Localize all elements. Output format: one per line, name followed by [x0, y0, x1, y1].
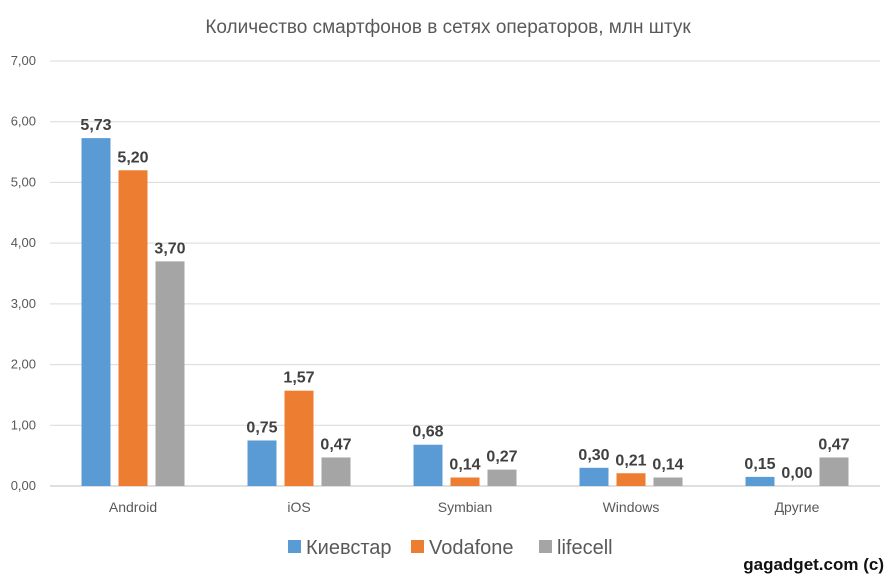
data-label: 0,68 — [412, 424, 443, 441]
legend-swatch — [288, 540, 301, 553]
bar-Vodafone-Symbian — [450, 477, 480, 486]
bar-lifecell-Windows — [653, 477, 683, 486]
bar-Vodafone-Windows — [616, 473, 646, 486]
legend-label: Киевстар — [306, 537, 392, 559]
chart-title: Количество смартфонов в сетях операторов… — [205, 17, 691, 38]
legend-label: Vodafone — [429, 537, 514, 559]
bar-Vodafone-iOS — [284, 390, 314, 486]
watermark: gagadget.com (c) — [743, 555, 884, 574]
bar-Киевстар-Windows — [579, 467, 609, 486]
bar-lifecell-iOS — [321, 457, 351, 486]
bar-Киевстар-iOS — [247, 440, 277, 486]
data-label: 3,70 — [154, 240, 185, 257]
y-tick-label: 2,00 — [11, 357, 36, 372]
y-tick-label: 5,00 — [11, 174, 36, 189]
x-tick-label: Symbian — [438, 499, 492, 515]
bar-lifecell-Другие — [819, 457, 849, 486]
data-label: 0,14 — [652, 457, 683, 474]
bar-lifecell-Symbian — [487, 469, 517, 486]
bar-Киевстар-Android — [81, 138, 111, 486]
data-label: 1,57 — [283, 370, 314, 387]
data-label: 0,47 — [818, 436, 849, 453]
y-tick-label: 6,00 — [11, 114, 36, 129]
data-label: 0,47 — [320, 436, 351, 453]
bar-Vodafone-Android — [118, 170, 148, 487]
data-label: 0,27 — [486, 449, 517, 466]
bar-lifecell-Android — [155, 261, 185, 486]
data-label: 0,21 — [615, 452, 646, 469]
data-label: 5,20 — [117, 149, 148, 166]
legend-swatch — [411, 540, 424, 553]
y-tick-label: 4,00 — [11, 235, 36, 250]
x-tick-label: Windows — [603, 499, 660, 515]
y-tick-label: 3,00 — [11, 296, 36, 311]
legend-swatch — [539, 540, 552, 553]
data-label: 0,30 — [578, 447, 609, 464]
bar-Киевстар-Другие — [745, 476, 775, 486]
data-label: 5,73 — [80, 117, 111, 134]
x-tick-label: Android — [109, 499, 157, 515]
data-label: 0,14 — [449, 457, 480, 474]
y-tick-label: 7,00 — [11, 53, 36, 68]
x-tick-label: iOS — [287, 499, 310, 515]
y-tick-label: 0,00 — [11, 478, 36, 493]
data-label: 0,15 — [744, 456, 775, 473]
legend-label: lifecell — [557, 537, 613, 559]
data-label: 0,75 — [246, 419, 277, 436]
data-label: 0,00 — [781, 465, 812, 482]
x-tick-label: Другие — [775, 499, 820, 515]
bar-Киевстар-Symbian — [413, 444, 443, 486]
y-tick-label: 1,00 — [11, 417, 36, 432]
